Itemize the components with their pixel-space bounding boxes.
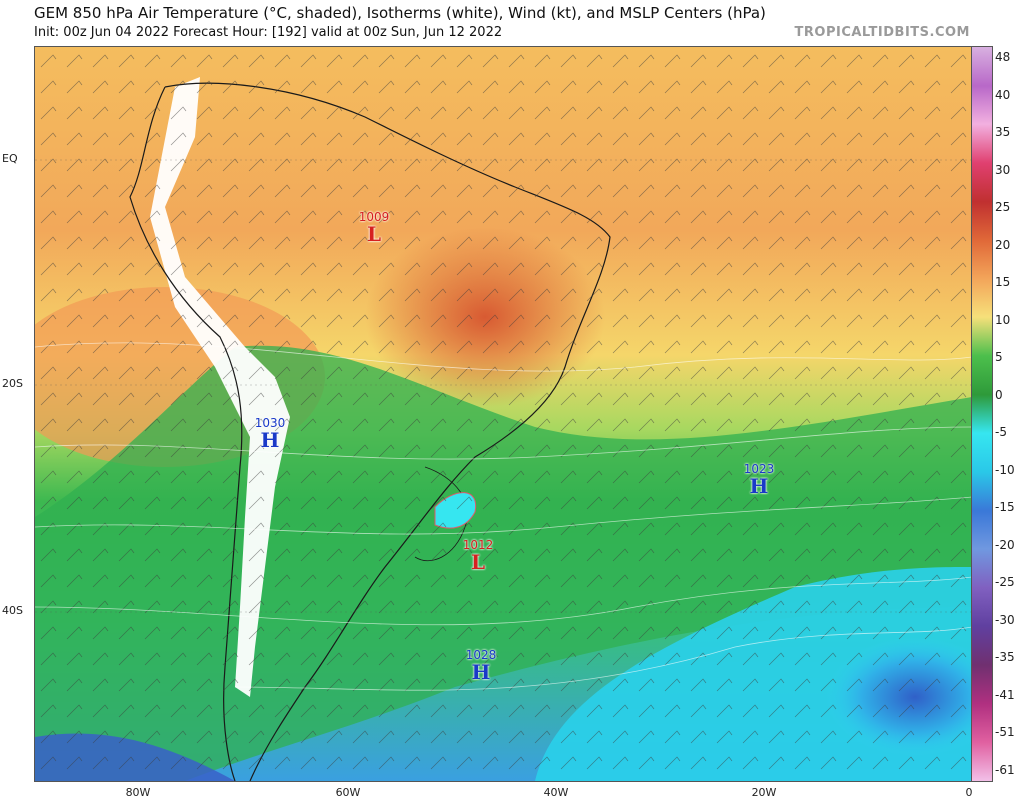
colorbar-tick-label: 30 [995, 162, 1011, 177]
pressure-center-high: 1028 H [466, 648, 497, 682]
pressure-value: 1028 [465, 648, 497, 662]
colorbar-tick-label: 20 [995, 237, 1011, 252]
colorbar-tick-label: -61 [995, 763, 1015, 777]
lat-label-20s: 20S [2, 377, 23, 390]
low-symbol: L [470, 550, 486, 574]
lon-label-40w: 40W [543, 786, 569, 799]
pressure-center-high: 1023 H [744, 462, 775, 496]
colorbar-tick-label: 25 [995, 200, 1011, 215]
lat-label-eq: EQ [2, 152, 18, 165]
pressure-center-low: 1012 L [463, 538, 494, 572]
high-symbol: H [260, 428, 280, 452]
pressure-value: 1012 [462, 538, 494, 552]
colorbar-tick-label: -25 [995, 575, 1015, 590]
colorbar-tick-label: 10 [995, 312, 1011, 327]
colorbar-tick-label: -15 [995, 500, 1015, 515]
lat-label-40s: 40S [2, 604, 23, 617]
pressure-value: 1030 [254, 416, 286, 430]
map-subtitle: Init: 00z Jun 04 2022 Forecast Hour: [19… [34, 25, 503, 40]
temperature-map [34, 46, 973, 782]
pressure-center-high: 1030 H [255, 416, 286, 450]
isotherms [35, 342, 972, 691]
colorbar-tick-label: 5 [995, 350, 1003, 365]
pressure-value: 1023 [743, 462, 775, 476]
lon-label-0: 0 [965, 786, 973, 799]
colorbar-tick-label: -41 [995, 687, 1015, 702]
colorbar-tick-label: 40 [995, 87, 1011, 102]
colorbar-tick-label: -5 [995, 425, 1007, 440]
colorbar-tick-label: 0 [995, 387, 1003, 402]
colorbar-tick-label: 48 [995, 50, 1011, 64]
colorbar-tick-label: -10 [995, 462, 1015, 477]
colorbar-tick-label: -30 [995, 612, 1015, 627]
lon-label-60w: 60W [335, 786, 361, 799]
low-symbol: L [366, 222, 382, 246]
high-symbol: H [749, 474, 769, 498]
graticule [35, 159, 972, 613]
high-symbol: H [471, 660, 491, 684]
pressure-center-low: 1009 L [359, 210, 390, 244]
colorbar-tick-label: 15 [995, 275, 1011, 290]
colorbar-tick-label: -51 [995, 725, 1015, 740]
colorbar-tick-label: -35 [995, 650, 1015, 665]
brand-watermark: TROPICALTIDBITS.COM [794, 25, 970, 40]
pressure-value: 1009 [358, 210, 390, 224]
wind-barbs [35, 47, 972, 781]
lon-label-80w: 80W [125, 786, 151, 799]
temperature-colorbar [971, 46, 993, 782]
lon-label-20w: 20W [751, 786, 777, 799]
map-title: GEM 850 hPa Air Temperature (°C, shaded)… [34, 4, 766, 22]
colorbar-tick-label: 35 [995, 125, 1011, 140]
colorbar-tick-label: -20 [995, 537, 1015, 552]
map-canvas [35, 47, 972, 781]
